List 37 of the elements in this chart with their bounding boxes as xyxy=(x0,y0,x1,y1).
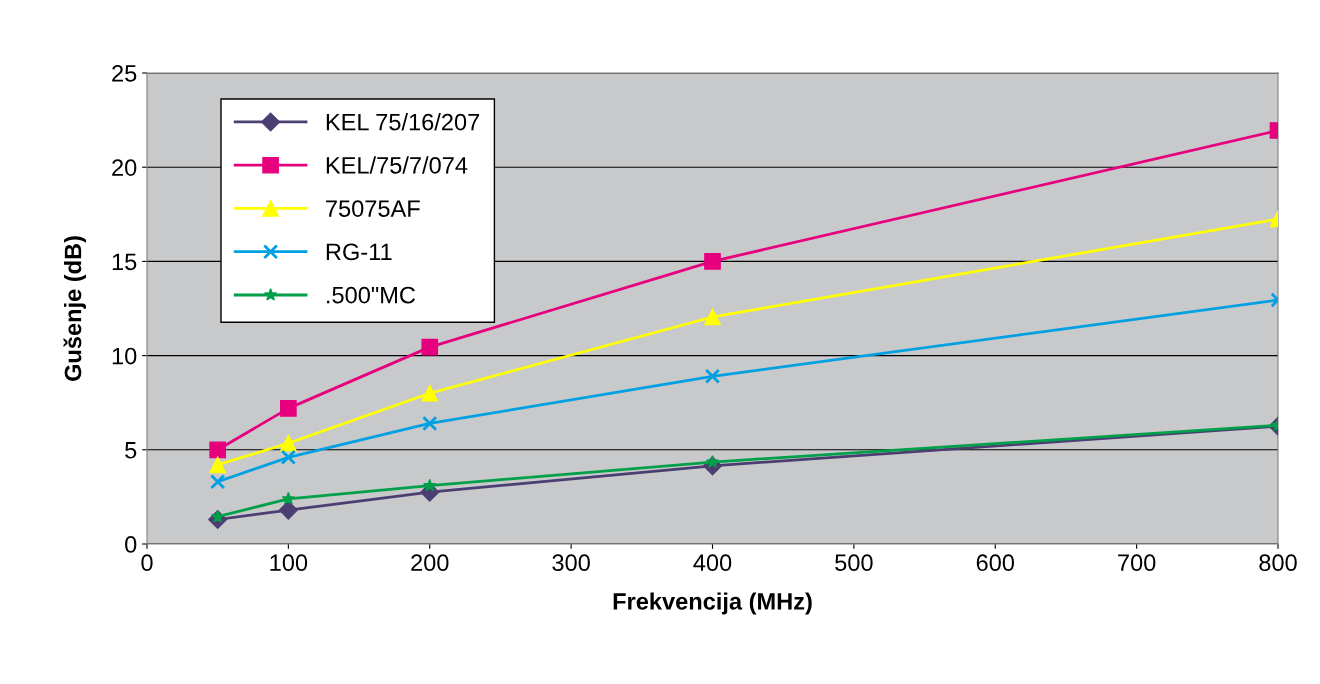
legend-label: .500"MC xyxy=(327,286,416,304)
point xyxy=(422,415,438,432)
legend-label: RG-11 xyxy=(326,243,392,261)
x-tick-label: 800 xyxy=(1259,554,1297,572)
x-tick-label: 200 xyxy=(411,554,449,572)
y-tick-label: 15 xyxy=(112,253,137,271)
point xyxy=(280,434,297,452)
x-tick-label: 100 xyxy=(270,554,308,572)
y-tick-label: 10 xyxy=(112,347,137,365)
point xyxy=(209,456,227,474)
x-tick-label: 600 xyxy=(976,554,1015,572)
point xyxy=(209,441,227,459)
y-tick-label: 0 xyxy=(125,536,137,553)
legend-label: KEL 75/16/207 xyxy=(326,113,480,131)
y-tick-label: 25 xyxy=(112,65,137,82)
point xyxy=(704,308,721,326)
x-tick-label: 700 xyxy=(1118,554,1156,572)
y-axis-title: Gušenje (dB) xyxy=(63,236,87,381)
point xyxy=(280,400,297,417)
point xyxy=(423,478,437,492)
x-tick-label: 300 xyxy=(552,554,590,572)
point xyxy=(704,253,721,270)
point xyxy=(704,368,721,384)
x-axis-title: Frekvencija (MHz) xyxy=(613,592,812,615)
x-tick-label: 500 xyxy=(835,554,873,572)
y-tick-label: 20 xyxy=(112,159,137,176)
legend-label: 75075AF xyxy=(326,200,420,217)
point xyxy=(210,474,226,490)
point xyxy=(278,500,298,520)
point xyxy=(421,338,439,356)
point xyxy=(281,491,296,505)
legend-label: KEL/75/7/074 xyxy=(326,156,468,174)
point xyxy=(421,384,439,402)
y-tick-label: 5 xyxy=(125,442,137,459)
point xyxy=(280,449,297,465)
x-tick-label: 400 xyxy=(693,554,732,572)
x-tick-label: 0 xyxy=(141,554,153,572)
